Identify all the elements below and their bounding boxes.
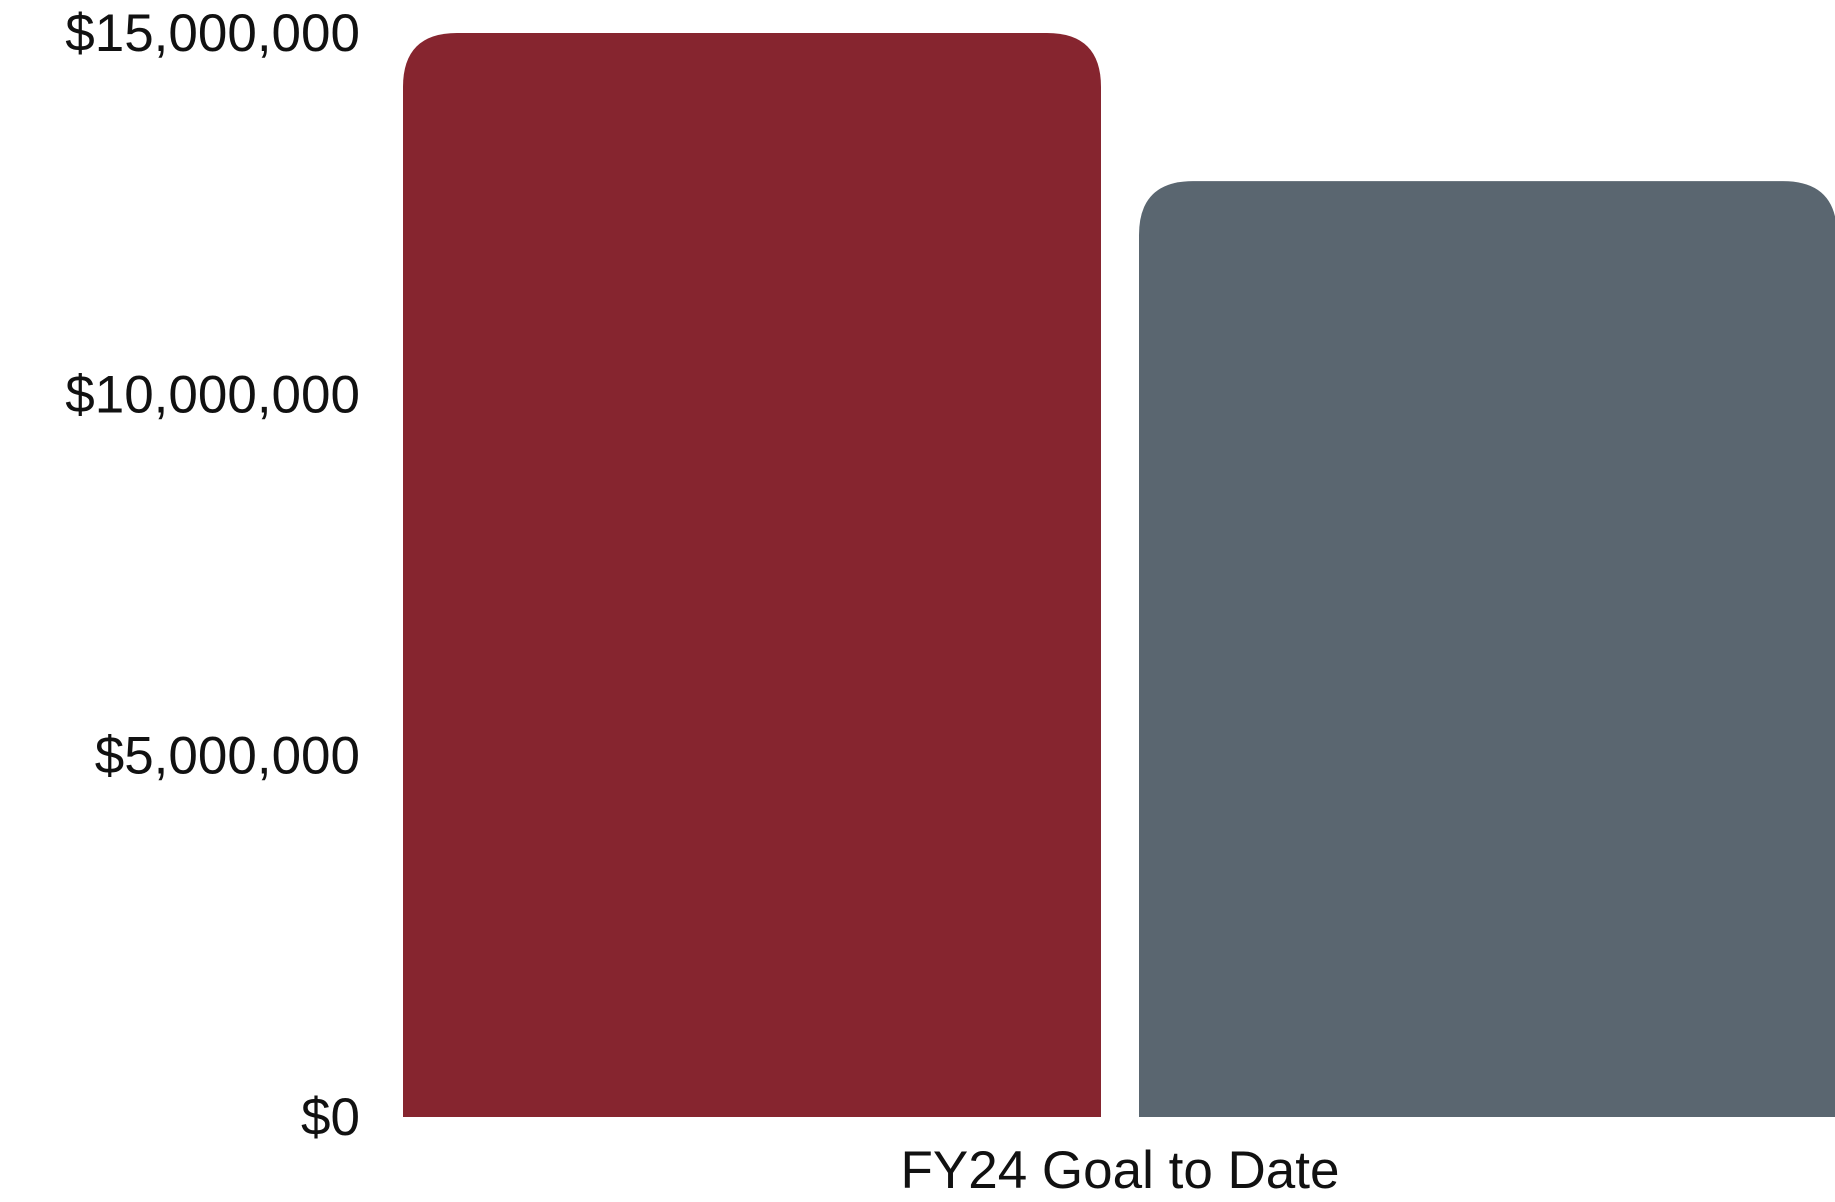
x-tick-label: FY24 Goal to Date bbox=[901, 1141, 1340, 1197]
y-tick-label: $0 bbox=[301, 1088, 360, 1147]
y-tick-label: $15,000,000 bbox=[65, 4, 360, 63]
bar-series-1 bbox=[403, 33, 1101, 1117]
bars bbox=[403, 33, 1835, 1117]
bar-series-2 bbox=[1139, 181, 1835, 1117]
y-axis-tick-labels: $0 $5,000,000 $10,000,000 $15,000,000 bbox=[65, 4, 360, 1147]
y-tick-label: $10,000,000 bbox=[65, 365, 360, 424]
y-tick-label: $5,000,000 bbox=[95, 727, 360, 786]
x-axis-tick-labels: FY24 Goal to Date bbox=[901, 1141, 1340, 1200]
